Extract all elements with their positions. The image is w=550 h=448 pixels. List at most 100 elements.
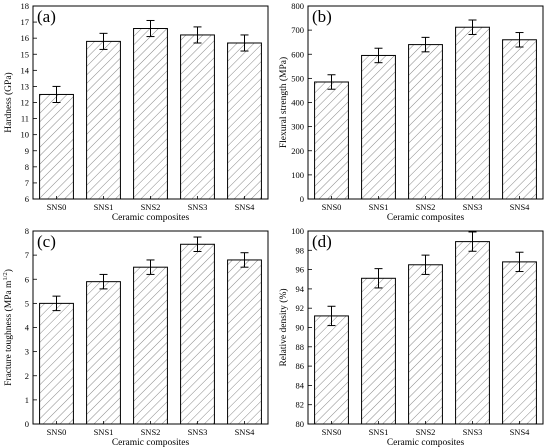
y-tick-label: 500 [291, 73, 304, 83]
y-tick-label: 86 [296, 361, 305, 371]
bar [314, 81, 349, 200]
x-tick-label: SNS1 [369, 202, 389, 212]
error-bar [99, 273, 108, 290]
y-tick-label: 7 [25, 250, 29, 260]
panel-label: (d) [312, 232, 332, 251]
bar [180, 243, 215, 425]
bar [502, 261, 537, 425]
y-tick-label: 15 [21, 49, 30, 59]
error-bar [421, 36, 430, 53]
error-bar [99, 32, 108, 50]
bar [133, 28, 168, 200]
y-tick-label: 2 [25, 371, 29, 381]
y-tick-label: 300 [291, 122, 304, 132]
bar [408, 44, 443, 200]
y-axis-label-text: Fracture toughness (MPa m [3, 280, 14, 386]
error-bar [52, 295, 61, 312]
y-axis-label-text: Flexural strength (MPa) [278, 57, 289, 148]
y-tick-label: 6 [25, 274, 29, 284]
y-tick-label: 400 [291, 98, 304, 108]
panel-label: (b) [312, 7, 332, 26]
bar [227, 259, 262, 425]
x-tick-label: SNS0 [322, 202, 342, 212]
y-axis-label-text: Relative density (%) [278, 288, 289, 366]
y-tick-label: 90 [296, 323, 305, 333]
y-tick-label: 96 [296, 265, 305, 275]
y-axis-label-superscript: 1/2 [2, 272, 9, 280]
bar [180, 34, 215, 200]
y-tick-label: 17 [21, 17, 30, 27]
y-tick-label: 1 [25, 395, 29, 405]
y-tick-label: 88 [296, 342, 305, 352]
bar [455, 26, 490, 200]
bar [361, 277, 396, 425]
x-tick-label: SNS0 [47, 202, 67, 212]
y-axis-label: Relative density (%) [278, 288, 289, 366]
bar [314, 315, 349, 425]
y-tick-label: 14 [21, 65, 30, 75]
y-tick-label: 84 [296, 380, 305, 390]
bar [227, 42, 262, 200]
error-bar [515, 251, 524, 273]
bar [361, 54, 396, 200]
error-bar [374, 47, 383, 64]
x-tick-label: SNS4 [510, 202, 531, 212]
bar [39, 93, 74, 200]
error-bar [146, 19, 155, 38]
chart-panel: 80 82 84 86 88 90 92 94 96 98 100 SNS0 SNS1 SNS2 SNS3 S… [278, 226, 544, 448]
y-tick-label: 7 [25, 178, 29, 188]
y-tick-label: 4 [25, 323, 30, 333]
bar [86, 40, 121, 200]
y-tick-label: 92 [296, 303, 305, 313]
x-tick-label: SNS0 [322, 427, 342, 437]
y-tick-label: 100 [291, 170, 304, 180]
y-axis-label: Fracture toughness (MPa m1/2) [2, 269, 14, 386]
x-tick-label: SNS1 [369, 427, 389, 437]
y-tick-label: 5 [25, 298, 29, 308]
y-tick-label: 600 [291, 49, 304, 59]
y-tick-label: 700 [291, 25, 304, 35]
bar [39, 302, 74, 425]
y-tick-label: 13 [21, 81, 30, 91]
panel-label: (a) [37, 7, 56, 26]
chart-panel: 6 7 8 9 10 11 12 13 14 15 16 17 18 SNS0 SNS1 SNS2 SNS3 SN… [3, 1, 269, 223]
error-bar [327, 305, 336, 327]
x-axis-label: Ceramic composites [387, 213, 465, 223]
y-tick-label: 82 [296, 400, 305, 410]
x-tick-label: SNS4 [235, 202, 256, 212]
bar [133, 266, 168, 425]
x-tick-label: SNS0 [47, 427, 67, 437]
x-tick-label: SNS3 [188, 427, 208, 437]
y-axis-label: Flexural strength (MPa) [278, 57, 289, 148]
y-tick-label: 100 [291, 226, 304, 236]
error-bar [52, 85, 61, 103]
x-axis-label: Ceramic composites [387, 438, 465, 448]
error-bar [421, 254, 430, 275]
y-tick-label: 9 [25, 146, 29, 156]
chart-panel: 0 100 200 300 400 500 600 700 800 SNS0 SNS1 SNS2 SNS… [278, 1, 544, 223]
y-tick-label: 0 [300, 194, 304, 204]
y-tick-label: 8 [25, 226, 29, 236]
y-tick-label: 800 [291, 1, 304, 11]
x-tick-label: SNS3 [463, 202, 483, 212]
x-tick-label: SNS2 [416, 202, 436, 212]
x-tick-label: SNS1 [94, 202, 114, 212]
y-tick-label: 200 [291, 146, 304, 156]
bar [502, 39, 537, 200]
panel-label: (c) [37, 232, 56, 251]
y-axis-label-suffix: ) [3, 269, 14, 272]
error-bar [240, 34, 249, 52]
y-tick-label: 12 [21, 98, 30, 108]
error-bar [146, 259, 155, 275]
bar [455, 241, 490, 425]
error-bar [240, 252, 249, 268]
bar [408, 264, 443, 425]
y-tick-label: 10 [21, 130, 30, 140]
error-bar [468, 231, 477, 252]
y-tick-label: 0 [25, 419, 29, 429]
x-axis-label: Ceramic composites [112, 438, 190, 448]
error-bar [468, 19, 477, 35]
y-tick-label: 11 [21, 114, 29, 124]
error-bar [374, 268, 383, 289]
